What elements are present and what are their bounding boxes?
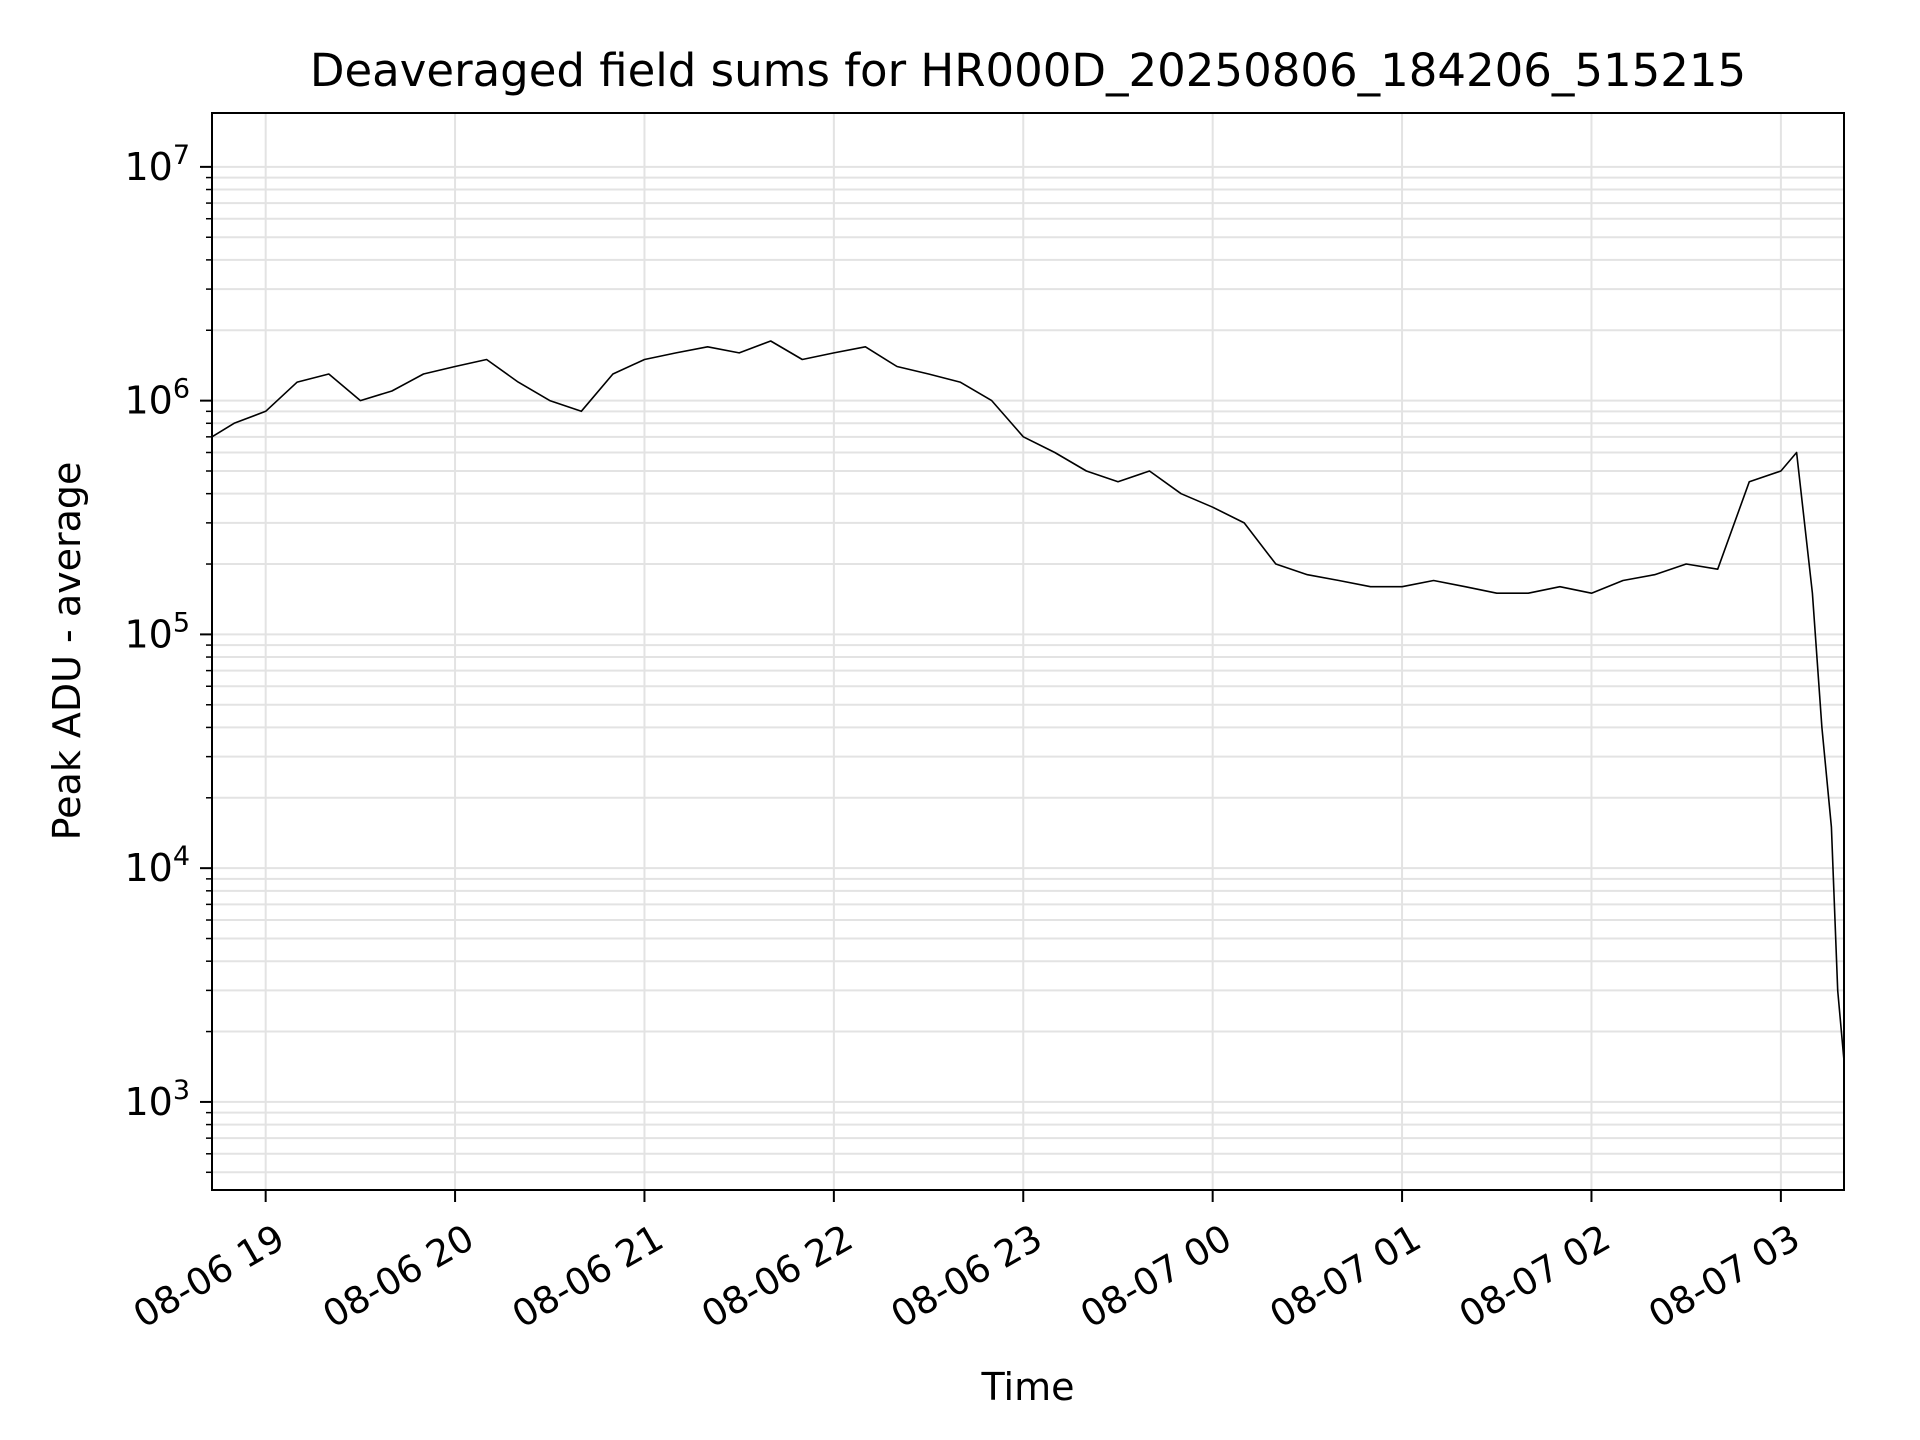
y-tick-label: 104: [124, 841, 190, 890]
chart-title: Deaveraged field sums for HR000D_2025080…: [310, 44, 1746, 97]
series-layer: [211, 340, 1845, 1061]
y-axis: 103 104 105 106 107: [124, 140, 212, 1174]
y-tick-label: 103: [124, 1075, 190, 1124]
x-axis-label: Time: [981, 1365, 1075, 1409]
grid: [212, 113, 1844, 1190]
y-tick-label: 106: [124, 374, 190, 423]
y-axis-label: Peak ADU - average: [45, 462, 89, 841]
y-tick-label: 105: [124, 607, 190, 656]
plot-frame: [211, 112, 1845, 1191]
y-tick-label: 107: [124, 140, 190, 189]
series-line: [211, 340, 1845, 1061]
